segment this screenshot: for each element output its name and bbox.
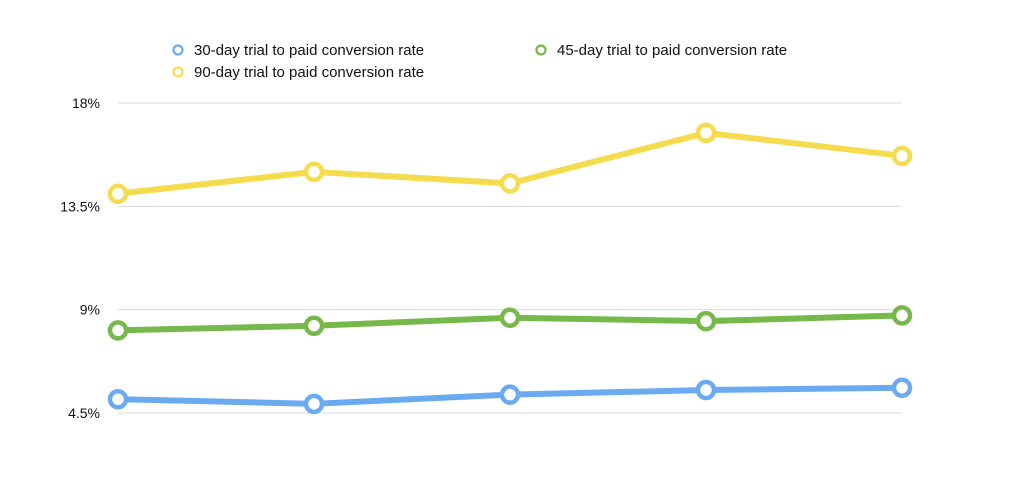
legend-marker [172, 44, 184, 56]
data-point [303, 161, 325, 183]
legend-item: 30-day trial to paid conversion rate [172, 42, 424, 59]
legend-label: 45-day trial to paid conversion rate [557, 42, 787, 59]
data-point [499, 384, 521, 405]
legend-marker [535, 44, 547, 56]
legend-marker [172, 66, 184, 78]
data-point [107, 183, 129, 204]
gridlines [118, 102, 902, 414]
data-point [303, 315, 325, 336]
legend-item: 45-day trial to paid conversion rate [535, 42, 787, 59]
data-point [891, 305, 913, 326]
y-axis: 18% 13.5% 9% 4.5% [60, 95, 100, 421]
y-tick-label: 4.5% [68, 405, 100, 421]
data-point [891, 377, 913, 398]
data-point [695, 122, 717, 144]
data-point [303, 393, 325, 415]
y-tick-label: 9% [80, 302, 100, 318]
legend-label: 30-day trial to paid conversion rate [194, 42, 424, 59]
y-tick-label: 18% [72, 95, 100, 111]
data-point [499, 307, 521, 328]
legend: 30-day trial to paid conversion rate 45-d… [172, 42, 787, 81]
legend-item: 90-day trial to paid conversion rate [172, 64, 424, 81]
data-point [891, 145, 913, 167]
data-point [107, 388, 129, 410]
data-point [695, 310, 717, 332]
data-point [695, 379, 717, 401]
data-point [499, 173, 521, 194]
series-points [107, 122, 913, 415]
y-tick-label: 13.5% [60, 198, 100, 214]
data-point [107, 320, 129, 341]
legend-label: 90-day trial to paid conversion rate [194, 64, 424, 81]
